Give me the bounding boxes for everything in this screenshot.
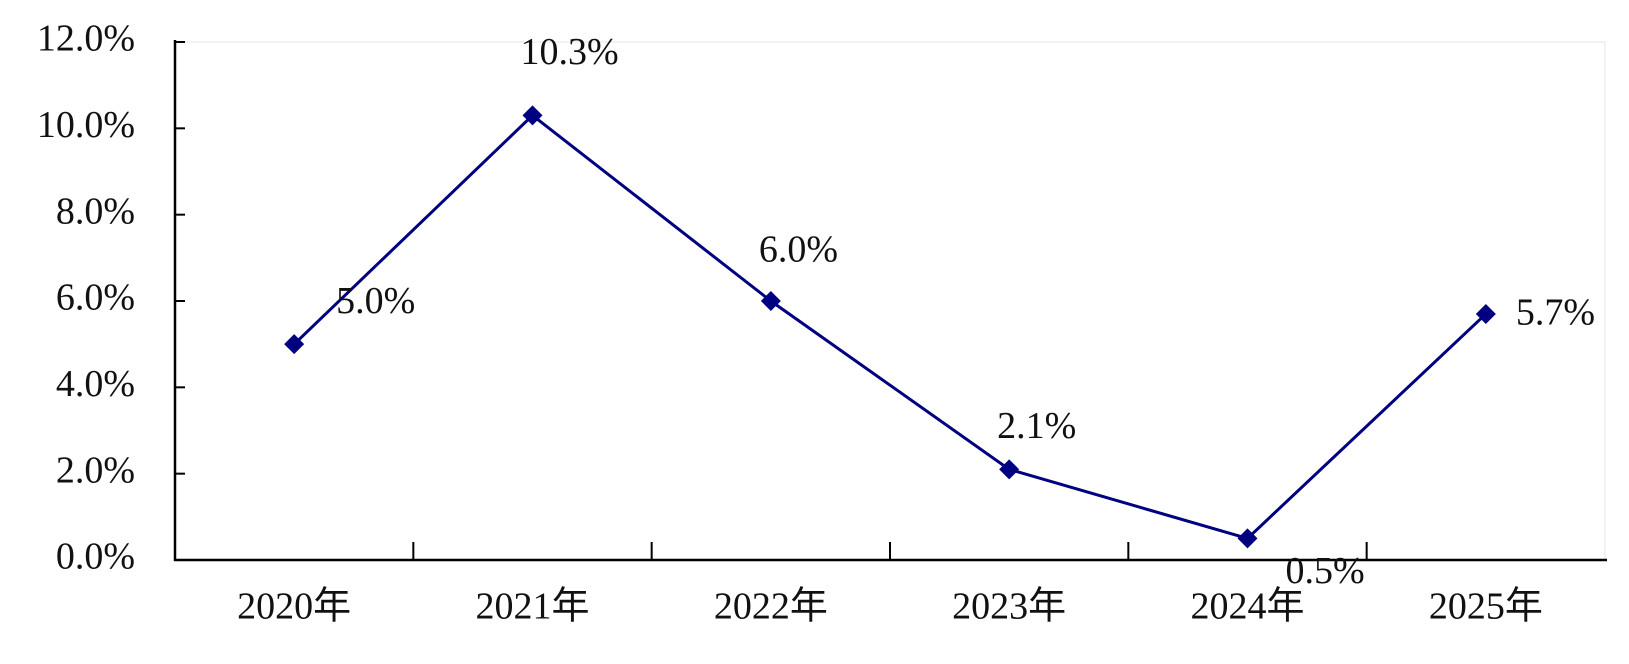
marker: [1237, 528, 1258, 549]
marker: [999, 459, 1020, 480]
marker: [760, 291, 781, 311]
line: [293, 113, 1487, 541]
y-tick-label: 6.0%: [56, 277, 135, 319]
data-label: 5.0%: [336, 280, 415, 322]
data-label: 6.0%: [759, 229, 838, 271]
marker: [284, 334, 305, 355]
data-label: 0.5%: [1286, 550, 1365, 592]
y-tick-label: 12.0%: [37, 18, 135, 60]
data-label: 10.3%: [521, 31, 619, 73]
x-tick-label: 2023年: [952, 586, 1066, 628]
data-label: 5.7%: [1516, 292, 1595, 334]
x-tick-label: 2025年: [1429, 586, 1543, 628]
data-label: 2.1%: [997, 405, 1076, 447]
x-tick-label: 2022年: [714, 586, 828, 628]
y-tick-label: 10.0%: [37, 104, 135, 146]
y-tick-label: 8.0%: [56, 190, 135, 232]
x-tick-label: 2021年: [475, 586, 589, 628]
marker: [522, 105, 543, 126]
y-tick-label: 2.0%: [56, 449, 135, 491]
x-tick-label: 2024年: [1190, 586, 1304, 628]
y-tick-label: 4.0%: [56, 363, 135, 405]
marker: [1475, 303, 1496, 324]
x-tick-label: 2020年: [237, 586, 351, 628]
y-tick-label: 0.0%: [56, 536, 135, 578]
